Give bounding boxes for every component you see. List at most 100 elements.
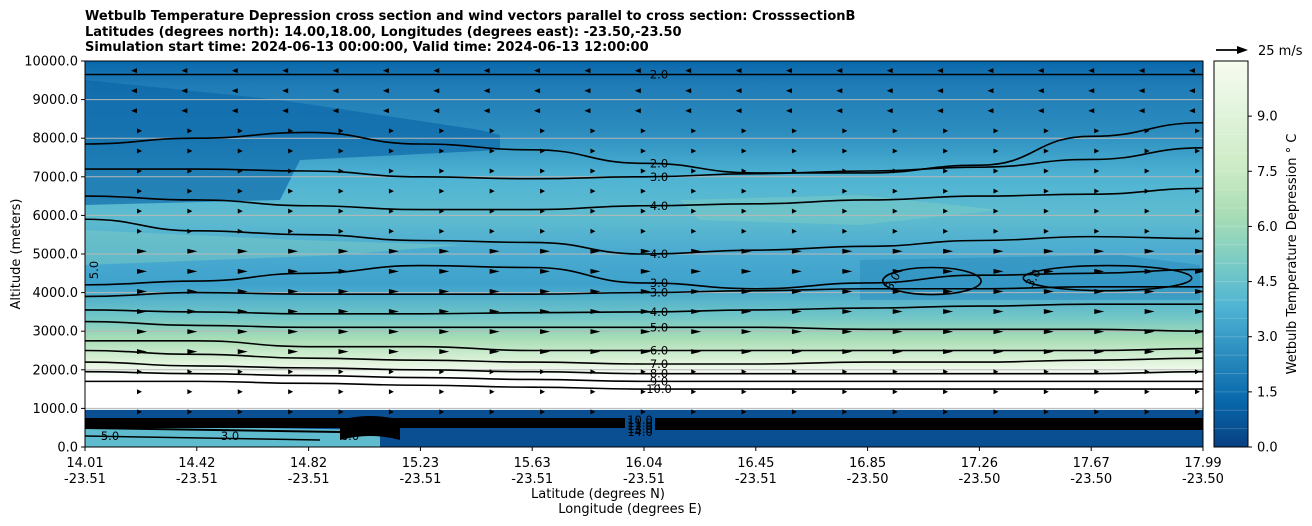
quiver-key-arrow-head (1237, 46, 1248, 54)
wind-vector (1043, 268, 1054, 274)
x-tick-label-lon: -23.50 (958, 472, 1000, 487)
wind-vector (892, 228, 898, 234)
wind-vector (237, 329, 248, 335)
wind-vector (137, 168, 142, 174)
wind-vector (237, 188, 243, 194)
contour-line-3 (85, 147, 1203, 180)
wind-vector (892, 268, 903, 274)
wind-vector (288, 369, 294, 375)
wind-vector (993, 389, 999, 395)
wind-vector (741, 329, 752, 335)
wind-vector (187, 228, 193, 234)
wind-vector (1144, 409, 1150, 415)
wind-vector (640, 188, 646, 194)
wind-vector (1043, 369, 1049, 375)
wind-vector (943, 309, 954, 315)
wind-vector (943, 409, 949, 415)
wind-vector (590, 188, 596, 194)
wind-vector (1144, 309, 1155, 315)
wind-vector (993, 309, 1004, 315)
y-tick-label: 1000.0 (33, 402, 79, 417)
wind-vector (282, 108, 289, 114)
surface-contour-label: 10.0 (627, 413, 653, 427)
wind-vector (892, 329, 903, 335)
wind-vector (288, 288, 299, 294)
wind-vector (741, 369, 747, 375)
wind-vector (590, 349, 601, 355)
colorbar-ticks: 0.0 1.5 3.0 4.5 6.0 7.5 9.0 (1248, 110, 1278, 456)
wind-vector (691, 148, 697, 154)
wind-vector (1189, 108, 1195, 114)
wind-vector (791, 208, 797, 214)
wind-vector (1144, 188, 1150, 194)
wind-vector (640, 168, 646, 174)
wind-vector (993, 188, 999, 194)
wind-vector (741, 128, 747, 134)
contour-label: 3.0 (650, 276, 668, 290)
wind-vector (439, 389, 445, 395)
wind-vector (741, 188, 747, 194)
x-tick-label-lon: -23.50 (847, 472, 889, 487)
wind-vector (1144, 228, 1150, 234)
wind-vector (388, 288, 399, 294)
wind-vector (288, 148, 294, 154)
wind-vector (584, 68, 591, 74)
surface-contour-label: 13.0 (627, 422, 653, 436)
wind-vector (187, 168, 193, 174)
wind-vector (842, 228, 848, 234)
contour-line-4 (85, 218, 1203, 255)
wind-vector (943, 188, 949, 194)
wind-vector (1043, 288, 1054, 294)
wind-vector (237, 288, 248, 294)
wind-vector (1144, 288, 1155, 294)
wind-vector (439, 409, 445, 415)
wind-vector (685, 88, 692, 94)
x-tick-label-lon: -23.50 (1070, 472, 1112, 487)
wind-vector (388, 208, 394, 214)
wind-vector (540, 288, 551, 294)
wind-vector (791, 309, 802, 315)
wind-vector (1094, 389, 1100, 395)
wind-vector (1144, 349, 1155, 355)
surface-contour-label: 6.0 (341, 429, 359, 443)
colorbar-tick-label: 4.5 (1257, 275, 1278, 290)
wind-vector (634, 108, 641, 114)
wind-vector (181, 68, 188, 74)
wind-vector (993, 128, 999, 134)
wind-vector (741, 409, 747, 415)
wind-vector (483, 88, 490, 94)
y-tick-label: 7000.0 (33, 170, 79, 185)
wind-vector (842, 409, 848, 415)
wind-vector (892, 248, 903, 254)
wind-vector (137, 288, 147, 294)
wind-vector (1144, 329, 1155, 335)
wind-vector (842, 148, 848, 154)
contour-label: 6.0 (650, 344, 668, 358)
wind-vector (1195, 128, 1200, 134)
wind-vector (388, 268, 399, 274)
wind-vector (1195, 148, 1200, 154)
wind-vector (987, 68, 994, 74)
x-tick-label-lat: 15.63 (514, 456, 551, 471)
y-tick-label: 2000.0 (33, 363, 79, 378)
contour-label: 3.0 (650, 170, 668, 184)
wind-vector (137, 148, 142, 154)
wind-vector (691, 248, 702, 254)
wind-vector (237, 389, 243, 395)
wind-vector (540, 248, 551, 254)
wind-vector (842, 168, 848, 174)
wind-vector (1088, 68, 1095, 74)
wind-vector (943, 288, 954, 294)
wind-vector (388, 148, 394, 154)
wind-vector (288, 329, 299, 335)
wind-vector (187, 349, 198, 355)
contour-labels: 2.02.03.04.04.03.03.04.05.06.07.08.09.01… (87, 68, 1044, 443)
wind-vector (489, 228, 495, 234)
wind-vector (338, 288, 349, 294)
wind-vector (943, 349, 954, 355)
wind-vector (338, 329, 349, 335)
wind-vector (1189, 88, 1195, 94)
wind-vector (1144, 128, 1150, 134)
wind-vector (1088, 108, 1095, 114)
contour-label: 2.0 (650, 156, 668, 170)
